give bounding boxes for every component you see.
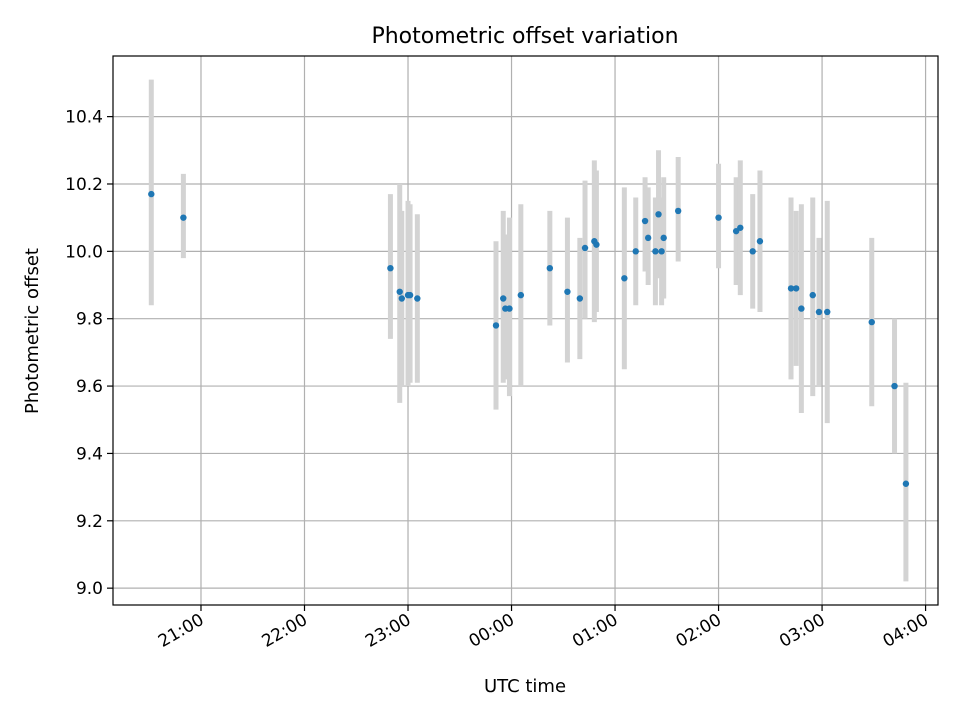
- data-point: [414, 295, 421, 302]
- y-tick-label: 9.2: [76, 512, 103, 532]
- data-point: [406, 291, 414, 299]
- data-point: [621, 275, 628, 282]
- data-point: [655, 211, 662, 218]
- data-point: [652, 248, 659, 255]
- data-point: [715, 214, 722, 221]
- data-point: [546, 264, 554, 272]
- point-layer: [148, 190, 910, 487]
- data-point: [564, 288, 571, 295]
- data-point: [387, 264, 394, 272]
- data-point: [674, 207, 682, 215]
- data-point: [581, 244, 589, 252]
- data-point: [798, 305, 805, 312]
- data-point: [737, 224, 744, 231]
- data-point: [396, 288, 403, 295]
- data-point: [787, 285, 795, 292]
- x-axis-label: UTC time: [484, 676, 566, 697]
- data-point: [180, 214, 187, 221]
- data-point: [492, 322, 500, 329]
- y-tick-label: 9.6: [76, 377, 103, 397]
- y-tick-label: 10.0: [65, 242, 103, 262]
- data-point: [644, 234, 652, 242]
- data-point: [660, 234, 667, 242]
- y-tick-label: 10.2: [65, 175, 103, 195]
- y-tick-label: 9.4: [76, 444, 103, 464]
- grid-layer: [113, 56, 938, 605]
- y-tick-label: 9.0: [76, 579, 103, 599]
- data-point: [891, 382, 898, 390]
- data-point: [868, 318, 875, 326]
- data-point: [398, 295, 406, 302]
- chart-title: Photometric offset variation: [371, 24, 678, 49]
- data-point: [749, 248, 756, 255]
- data-point: [500, 295, 507, 302]
- data-point: [641, 217, 649, 225]
- data-point: [792, 285, 800, 292]
- plot-frame: [112, 55, 939, 606]
- data-point: [824, 308, 831, 316]
- data-point: [506, 305, 513, 312]
- data-point: [632, 248, 639, 255]
- y-axis-label: Photometric offset: [22, 248, 43, 414]
- data-point: [815, 308, 823, 316]
- y-tick-label: 10.4: [65, 108, 103, 128]
- data-point: [658, 248, 665, 255]
- data-point: [902, 480, 910, 487]
- y-axis-ticks: 9.0 9.2 9.4 9.6 9.8 10.0 10.2 10.4: [65, 108, 113, 599]
- data-point: [517, 291, 525, 299]
- data-point: [809, 291, 816, 299]
- data-point: [593, 241, 600, 248]
- data-point: [148, 190, 155, 198]
- data-point: [576, 295, 584, 302]
- y-tick-label: 9.8: [76, 310, 103, 330]
- data-point: [756, 238, 764, 245]
